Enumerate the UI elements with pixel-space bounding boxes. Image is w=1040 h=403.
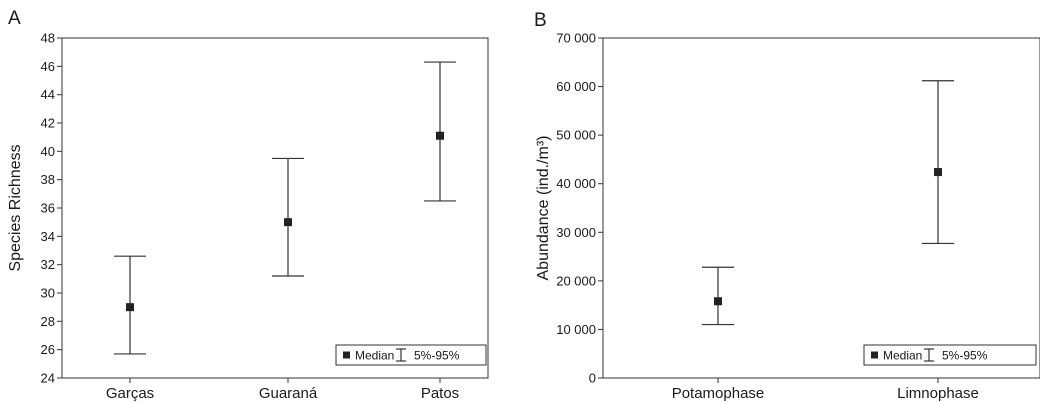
median-marker xyxy=(436,131,444,140)
y-tick-label: 40 000 xyxy=(556,176,596,191)
median-marker xyxy=(714,297,722,306)
x-category-label: Limnophase xyxy=(897,385,979,402)
x-category-label: Patos xyxy=(421,385,459,402)
x-category-label: Garças xyxy=(106,385,154,402)
y-tick-label: 26 xyxy=(41,342,55,357)
y-tick-label: 40 xyxy=(41,144,55,159)
legend-median-marker xyxy=(871,351,878,359)
median-marker xyxy=(934,168,942,177)
y-tick-label: 38 xyxy=(41,172,55,187)
y-axis-title: Species Richness xyxy=(7,144,24,271)
y-tick-label: 30 xyxy=(41,286,55,301)
y-tick-label: 30 000 xyxy=(556,225,596,240)
y-tick-label: 10 000 xyxy=(556,322,596,337)
legend: Median 5%-95% xyxy=(863,344,1037,366)
x-category-label: Guaraná xyxy=(259,385,318,402)
legend-range-label: 5%-95% xyxy=(942,349,988,363)
legend-box xyxy=(863,344,1037,366)
legend-median-label: Median xyxy=(355,349,394,363)
chart-panel-b: B 0 10 000 20 000 30 000 40 000 50 000 60 000 70… xyxy=(534,10,1040,402)
y-tick-label: 46 xyxy=(41,59,55,74)
y-tick-label: 32 xyxy=(41,257,55,272)
legend-box xyxy=(335,344,487,366)
y-tick-label: 28 xyxy=(41,314,55,329)
y-tick-label: 50 000 xyxy=(556,128,596,143)
y-tick-label: 20 000 xyxy=(556,273,596,288)
plot-frame xyxy=(602,37,1040,379)
median-marker xyxy=(126,303,134,312)
y-tick-label: 34 xyxy=(41,229,55,244)
error-bar-5-95 xyxy=(702,266,734,326)
median-marker xyxy=(284,218,292,227)
legend-median-label: Median xyxy=(883,349,922,363)
error-bar-5-95 xyxy=(272,157,304,277)
legend: Median 5%-95% xyxy=(335,344,487,366)
panel-letter: A xyxy=(8,8,21,29)
y-tick-label: 24 xyxy=(41,371,55,386)
y-tick-label: 70 000 xyxy=(556,31,596,46)
error-bar-5-95 xyxy=(922,80,954,245)
y-tick-label: 42 xyxy=(41,116,55,131)
y-tick-label: 0 xyxy=(589,371,596,386)
y-tick-label: 44 xyxy=(41,87,55,102)
plot-frame xyxy=(61,37,489,379)
y-axis-title: Abundance (ind./m³) xyxy=(535,136,552,281)
y-tick-label: 36 xyxy=(41,201,55,216)
x-category-label: Potamophase xyxy=(672,385,765,402)
chart-panel-a: A 24 26 28 30 32 34 36 38 40 42 44 46 48 Species Richn… xyxy=(7,8,489,402)
error-bar-5-95 xyxy=(424,61,456,202)
y-tick-label: 60 000 xyxy=(556,79,596,94)
y-tick-label: 48 xyxy=(41,31,55,46)
panel-letter: B xyxy=(534,10,547,31)
legend-range-label: 5%-95% xyxy=(414,349,460,363)
legend-median-marker xyxy=(343,351,350,359)
